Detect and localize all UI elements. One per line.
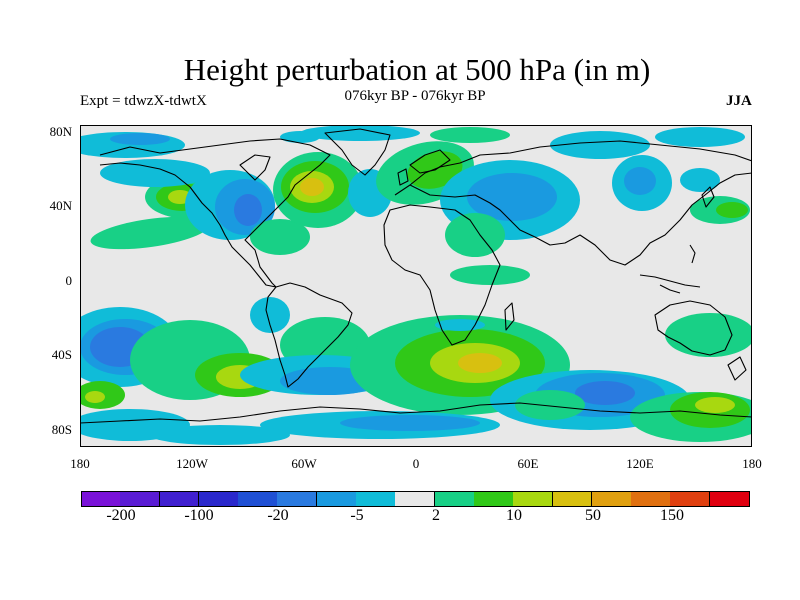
colorbar-swatch <box>277 491 318 507</box>
coastline <box>239 154 271 181</box>
anomaly-region <box>280 131 320 143</box>
lat-tick-label: 80S <box>51 422 72 437</box>
anomaly-region <box>467 173 557 221</box>
colorbar-swatch <box>81 491 121 507</box>
coastline <box>659 284 681 294</box>
coastline <box>409 149 451 174</box>
season-label: JJA <box>726 93 752 109</box>
anomaly-region <box>695 397 735 413</box>
colorbar-label: -20 <box>267 507 289 524</box>
colorbar-swatch <box>552 491 593 507</box>
colorbar-label: 2 <box>432 507 440 524</box>
coastline <box>701 186 715 208</box>
chart-title: Height perturbation at 500 hPa (in m) <box>183 52 651 87</box>
anomaly-region <box>655 127 745 147</box>
colorbar-swatch <box>513 491 554 507</box>
coastline <box>504 302 515 331</box>
colorbar-label: -5 <box>350 507 364 524</box>
lat-tick-label: 80N <box>49 124 72 139</box>
anomaly-region <box>430 127 510 143</box>
anomaly-region <box>716 202 748 218</box>
colorbar-label: 150 <box>660 507 684 524</box>
anomaly-region <box>300 125 420 141</box>
lon-tick-label: 180 <box>742 456 762 471</box>
height-perturbation-map <box>80 125 752 447</box>
coastlines <box>80 128 752 424</box>
coastline <box>265 282 353 388</box>
colorbar-label: 10 <box>506 507 522 524</box>
lon-tick-label: 120E <box>626 456 654 471</box>
lon-tick-label: 120W <box>176 456 208 471</box>
anomaly-region <box>340 415 480 431</box>
coastline <box>99 138 331 288</box>
colorbar-swatch <box>631 491 671 507</box>
colorbar-label: -100 <box>184 507 214 524</box>
colorbar-swatch <box>316 491 357 507</box>
anomaly-contours <box>80 125 752 445</box>
chart-subtitle: 076kyr BP - 076kyr BP <box>344 88 486 104</box>
anomaly-region <box>624 167 656 195</box>
lat-tick-label: 40S <box>51 347 72 362</box>
lat-tick-label: 40N <box>49 198 72 213</box>
colorbar-swatch <box>238 491 279 507</box>
colorbar-swatch <box>159 491 200 507</box>
lon-tick-label: 60E <box>517 456 539 471</box>
anomaly-region <box>234 194 262 226</box>
anomaly-region <box>90 216 210 250</box>
lat-tick-label: 0 <box>65 273 73 288</box>
coastline <box>324 128 391 176</box>
colorbar-label: 50 <box>585 507 601 524</box>
colorbar-swatch <box>198 491 239 507</box>
coastline <box>727 356 747 381</box>
colorbar-swatch <box>473 491 514 507</box>
anomaly-region <box>250 219 310 255</box>
colorbar-label: -200 <box>106 507 136 524</box>
coastline <box>654 300 733 356</box>
coastline <box>397 168 409 186</box>
anomaly-region <box>85 391 105 403</box>
coastline <box>639 274 701 288</box>
coastline <box>409 172 752 266</box>
colorbar-swatch <box>670 491 711 507</box>
coastline <box>689 244 696 264</box>
lon-tick-label: 60W <box>291 456 317 471</box>
coastline <box>383 204 501 346</box>
anomaly-region <box>450 265 530 285</box>
anomaly-region <box>100 159 210 187</box>
colorbar-swatch <box>120 491 161 507</box>
colorbar-swatch <box>395 491 436 507</box>
anomaly-region <box>445 213 505 257</box>
anomaly-region <box>110 133 170 145</box>
anomaly-region <box>300 178 324 196</box>
anomaly-region <box>458 353 502 373</box>
anomaly-region <box>550 131 650 159</box>
anomaly-region <box>575 381 635 405</box>
anomaly-region <box>150 425 290 445</box>
colorbar-swatch <box>356 491 396 507</box>
lon-tick-label: 180 <box>70 456 90 471</box>
map-frame <box>80 125 752 447</box>
experiment-label: Expt = tdwzX-tdwtX <box>80 93 207 109</box>
colorbar-swatch <box>434 491 475 507</box>
coastline <box>80 402 752 424</box>
anomaly-region <box>250 297 290 333</box>
colorbar-swatch <box>709 491 750 507</box>
colorbar-swatch <box>591 491 632 507</box>
anomaly-region <box>680 168 720 192</box>
anomaly-region <box>515 390 585 420</box>
anomaly-region <box>665 313 752 357</box>
lon-tick-label: 0 <box>412 456 420 471</box>
